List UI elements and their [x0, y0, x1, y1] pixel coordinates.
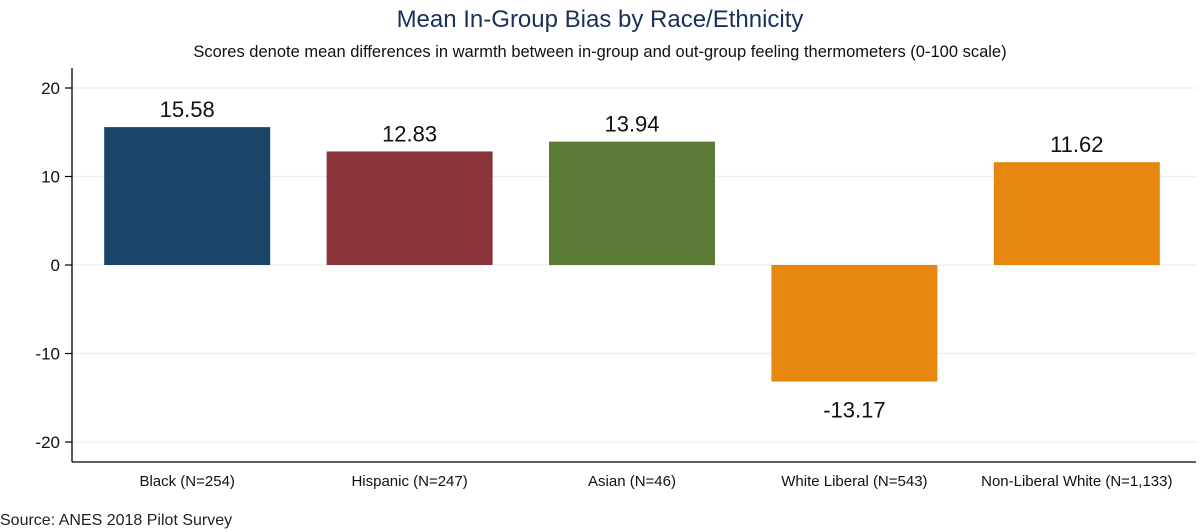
bar — [326, 151, 493, 265]
axes — [65, 68, 1196, 463]
chart-title: Mean In-Group Bias by Race/Ethnicity — [396, 6, 804, 33]
bar-value-label: 11.62 — [1050, 132, 1103, 157]
y-tick-label: -20 — [35, 433, 60, 452]
y-tick-label: 20 — [41, 79, 60, 98]
x-category-label: Hispanic (N=247) — [351, 473, 467, 490]
x-category-label: Black (N=254) — [139, 473, 234, 490]
x-category-label: White Liberal (N=543) — [781, 473, 927, 490]
bar — [993, 162, 1160, 265]
x-category-label: Asian (N=46) — [588, 473, 676, 490]
bar-value-label: 13.94 — [604, 112, 659, 137]
y-tick-label: 10 — [41, 168, 60, 187]
bar — [104, 127, 271, 265]
bar-value-label: -13.17 — [823, 398, 885, 423]
labels: 20 10 0 -10 -20 15.58 Black (N=254) 12.83 Hispan… — [35, 79, 1172, 490]
bar — [771, 265, 938, 382]
bars — [104, 127, 1160, 382]
chart-subtitle: Scores denote mean differences in warmth… — [193, 43, 1007, 61]
x-category-label: Non-Liberal White (N=1,133) — [981, 473, 1172, 490]
bar — [549, 141, 715, 265]
bar-value-label: 15.58 — [160, 97, 215, 122]
chart-source: Source: ANES 2018 Pilot Survey — [0, 512, 233, 529]
bar-value-label: 12.83 — [382, 121, 437, 146]
y-tick-label: 0 — [51, 256, 60, 275]
y-tick-label: -10 — [35, 345, 60, 364]
